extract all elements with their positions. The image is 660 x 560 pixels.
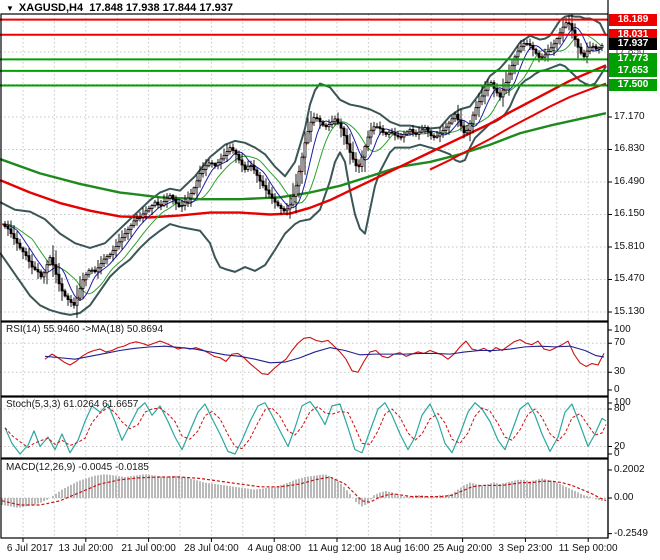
time-axis-label[interactable]: 11 Aug 12:00 (307, 543, 367, 554)
chart-dropdown-icon[interactable]: ▼ (6, 4, 14, 13)
macd-axis-label: 0.2002 (614, 464, 645, 475)
price-axis-label[interactable]: 16.830 (614, 143, 645, 155)
stoch-panel-label: Stoch(5,3,3) 61.0264 61.6657 (6, 399, 139, 410)
time-axis-label[interactable]: 18 Aug 16:00 (370, 543, 430, 554)
price-level-badge: 18.189 (609, 13, 657, 26)
price-axis-label[interactable]: 15.470 (614, 273, 645, 285)
price-level-badge: 17.500 (609, 79, 657, 92)
time-axis-label[interactable]: 21 Jul 00:00 (121, 543, 176, 554)
price-axis-label[interactable]: 16.150 (614, 208, 645, 220)
stoch-axis-label: 0 (614, 448, 620, 459)
rsi-axis-label: 70 (614, 337, 626, 349)
symbol-period: XAGUSD,H4 (18, 2, 84, 14)
rsi-axis-label: 100 (614, 324, 631, 335)
price-level-badge: 17.937 (609, 37, 657, 50)
macd-axis-label: -0.2549 (614, 527, 648, 539)
time-axis-label[interactable]: 4 Aug 08:00 (247, 543, 301, 554)
price-axis-label[interactable]: 17.170 (614, 111, 645, 122)
time-axis-label[interactable]: 6 Jul 2017 (6, 543, 54, 554)
price-axis-label[interactable]: 16.490 (614, 175, 645, 187)
stoch-axis-label: 80 (614, 403, 626, 414)
macd-axis-label: 0.00 (614, 492, 634, 503)
stoch-axis-label: 20 (614, 440, 626, 452)
rsi-axis-label: 0 (614, 384, 620, 395)
time-axis-label[interactable]: 13 Jul 20:00 (58, 543, 114, 554)
time-axis-label[interactable]: 28 Jul 04:00 (184, 543, 239, 554)
price-axis-label[interactable]: 15.130 (614, 305, 645, 317)
ohlc-values: 17.848 17.938 17.844 17.937 (89, 2, 233, 14)
price-axis-label[interactable]: 15.810 (614, 240, 645, 252)
macd-panel-label: MACD(12,26,9) -0.0045 -0.0185 (6, 462, 149, 473)
rsi-axis-label: 30 (614, 366, 626, 378)
price-level-badge: 17.773 (609, 53, 657, 66)
stoch-axis-label: 100 (614, 397, 631, 408)
time-axis-label[interactable]: 3 Sep 23:00 (498, 543, 553, 554)
time-axis-label[interactable]: 11 Sep 00:00 (558, 543, 618, 554)
price-level-badge: 17.653 (609, 64, 657, 77)
chart-title: ▼ XAGUSD,H4 17.848 17.938 17.844 17.937 (6, 2, 233, 14)
rsi-panel-label: RSI(14) 55.9460 ->MA(18) 50.8694 (6, 324, 164, 335)
price-grid-label-hidden: 17.850 (614, 46, 645, 57)
time-axis-label[interactable]: 25 Aug 20:00 (433, 543, 493, 554)
